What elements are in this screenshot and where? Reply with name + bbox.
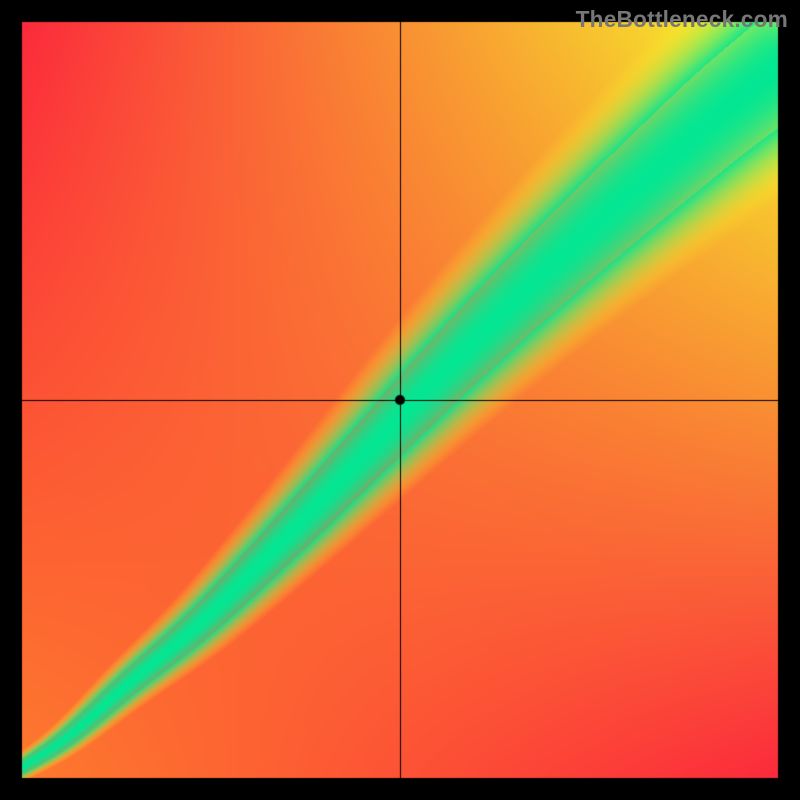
bottleneck-heatmap-canvas: [0, 0, 800, 800]
watermark-text: TheBottleneck.com: [576, 6, 788, 33]
chart-wrapper: TheBottleneck.com: [0, 0, 800, 800]
